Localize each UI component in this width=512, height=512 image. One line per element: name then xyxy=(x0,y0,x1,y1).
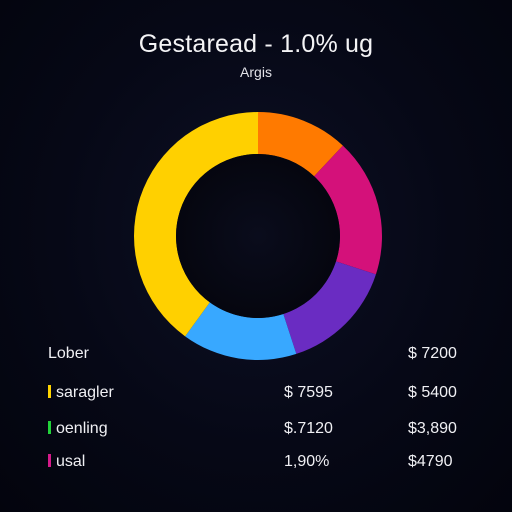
donut-slice-4 xyxy=(185,302,297,360)
table-header-row: Lober $ 7200 xyxy=(48,345,468,367)
table-row: usal 1,90% $4790 xyxy=(48,453,468,475)
table-row: saragler $ 7595 $ 5400 xyxy=(48,384,468,406)
row-label: usal xyxy=(56,453,86,470)
donut-slices xyxy=(134,112,382,360)
chart-title: Gestaread - 1.0% ug xyxy=(138,30,374,58)
row-value-1: $.7120 xyxy=(284,420,333,437)
row-label: oenling xyxy=(56,420,108,437)
row-value-1: $ 7595 xyxy=(284,384,333,401)
legend-swatch-yellow xyxy=(48,385,51,398)
row-value-2: $4790 xyxy=(408,453,453,470)
donut-slice-5 xyxy=(134,112,258,337)
row-value-2: $3,890 xyxy=(408,420,457,437)
row-label: saragler xyxy=(56,384,114,401)
legend-swatch-green xyxy=(48,421,51,434)
table-row: oenling $.7120 $3,890 xyxy=(48,420,468,442)
legend-swatch-magenta xyxy=(48,454,51,467)
donut-slice-1 xyxy=(258,112,343,177)
row-value-1: 1,90% xyxy=(284,453,330,470)
row-value-2: $ 5400 xyxy=(408,384,457,401)
donut-hole xyxy=(176,154,340,318)
table-header-label: Lober xyxy=(48,345,89,362)
donut-slice-2 xyxy=(314,145,382,275)
table-header-col2: $ 7200 xyxy=(408,345,457,362)
chart-subtitle: Argis xyxy=(240,64,272,80)
donut-slice-3 xyxy=(283,261,376,354)
